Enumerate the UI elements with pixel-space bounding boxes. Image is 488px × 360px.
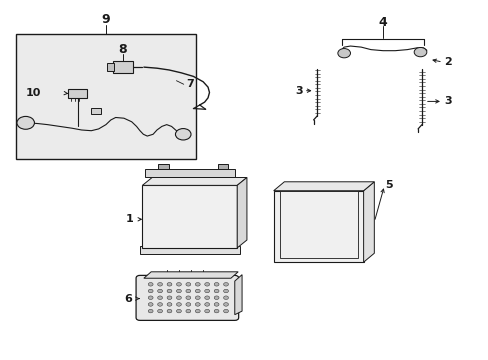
Circle shape — [223, 289, 228, 293]
Circle shape — [157, 283, 162, 286]
Circle shape — [223, 303, 228, 306]
Circle shape — [223, 309, 228, 313]
Circle shape — [157, 303, 162, 306]
Bar — [273, 191, 363, 262]
Circle shape — [195, 303, 200, 306]
Circle shape — [148, 309, 153, 313]
Text: 8: 8 — [119, 43, 127, 56]
Bar — [144, 168, 234, 177]
Text: 5: 5 — [385, 180, 392, 190]
Circle shape — [185, 296, 190, 300]
Bar — [91, 108, 101, 114]
Circle shape — [204, 283, 209, 286]
Circle shape — [204, 309, 209, 313]
Bar — [140, 247, 239, 254]
Circle shape — [413, 48, 426, 57]
Text: 3: 3 — [295, 86, 302, 96]
Circle shape — [148, 303, 153, 306]
Circle shape — [214, 309, 219, 313]
Circle shape — [148, 296, 153, 300]
Text: 1: 1 — [125, 214, 133, 224]
Circle shape — [195, 283, 200, 286]
Circle shape — [176, 289, 181, 293]
Circle shape — [185, 303, 190, 306]
Circle shape — [157, 289, 162, 293]
Bar — [107, 63, 114, 71]
Text: 7: 7 — [186, 79, 194, 89]
Bar — [217, 163, 228, 168]
Circle shape — [176, 309, 181, 313]
Text: 2: 2 — [443, 57, 451, 67]
Polygon shape — [234, 275, 242, 315]
Circle shape — [195, 309, 200, 313]
Text: 9: 9 — [102, 13, 110, 27]
Circle shape — [167, 303, 172, 306]
Circle shape — [214, 289, 219, 293]
Circle shape — [214, 303, 219, 306]
Polygon shape — [142, 177, 246, 185]
Bar — [68, 89, 87, 98]
Polygon shape — [237, 177, 246, 248]
Polygon shape — [363, 182, 373, 262]
Polygon shape — [273, 182, 373, 191]
Circle shape — [148, 289, 153, 293]
Circle shape — [167, 309, 172, 313]
Circle shape — [223, 296, 228, 300]
Bar — [142, 185, 237, 248]
Circle shape — [337, 49, 350, 58]
Circle shape — [214, 283, 219, 286]
Circle shape — [157, 296, 162, 300]
Bar — [16, 33, 196, 158]
Circle shape — [176, 283, 181, 286]
Circle shape — [148, 283, 153, 286]
Circle shape — [204, 296, 209, 300]
FancyBboxPatch shape — [136, 275, 238, 320]
Circle shape — [167, 296, 172, 300]
Circle shape — [185, 289, 190, 293]
Circle shape — [214, 296, 219, 300]
Circle shape — [204, 289, 209, 293]
Text: 6: 6 — [123, 294, 131, 303]
Circle shape — [185, 283, 190, 286]
Circle shape — [17, 116, 34, 129]
Polygon shape — [143, 272, 238, 278]
Bar — [113, 62, 132, 73]
Circle shape — [195, 296, 200, 300]
Circle shape — [204, 303, 209, 306]
Bar — [158, 163, 168, 168]
Text: 4: 4 — [378, 15, 386, 28]
Circle shape — [175, 129, 191, 140]
Circle shape — [157, 309, 162, 313]
Bar — [279, 191, 357, 258]
Circle shape — [167, 289, 172, 293]
Circle shape — [195, 289, 200, 293]
Circle shape — [167, 283, 172, 286]
Circle shape — [185, 309, 190, 313]
Text: 3: 3 — [443, 96, 450, 107]
Circle shape — [223, 283, 228, 286]
Circle shape — [176, 296, 181, 300]
Text: 10: 10 — [26, 88, 41, 98]
Circle shape — [176, 303, 181, 306]
